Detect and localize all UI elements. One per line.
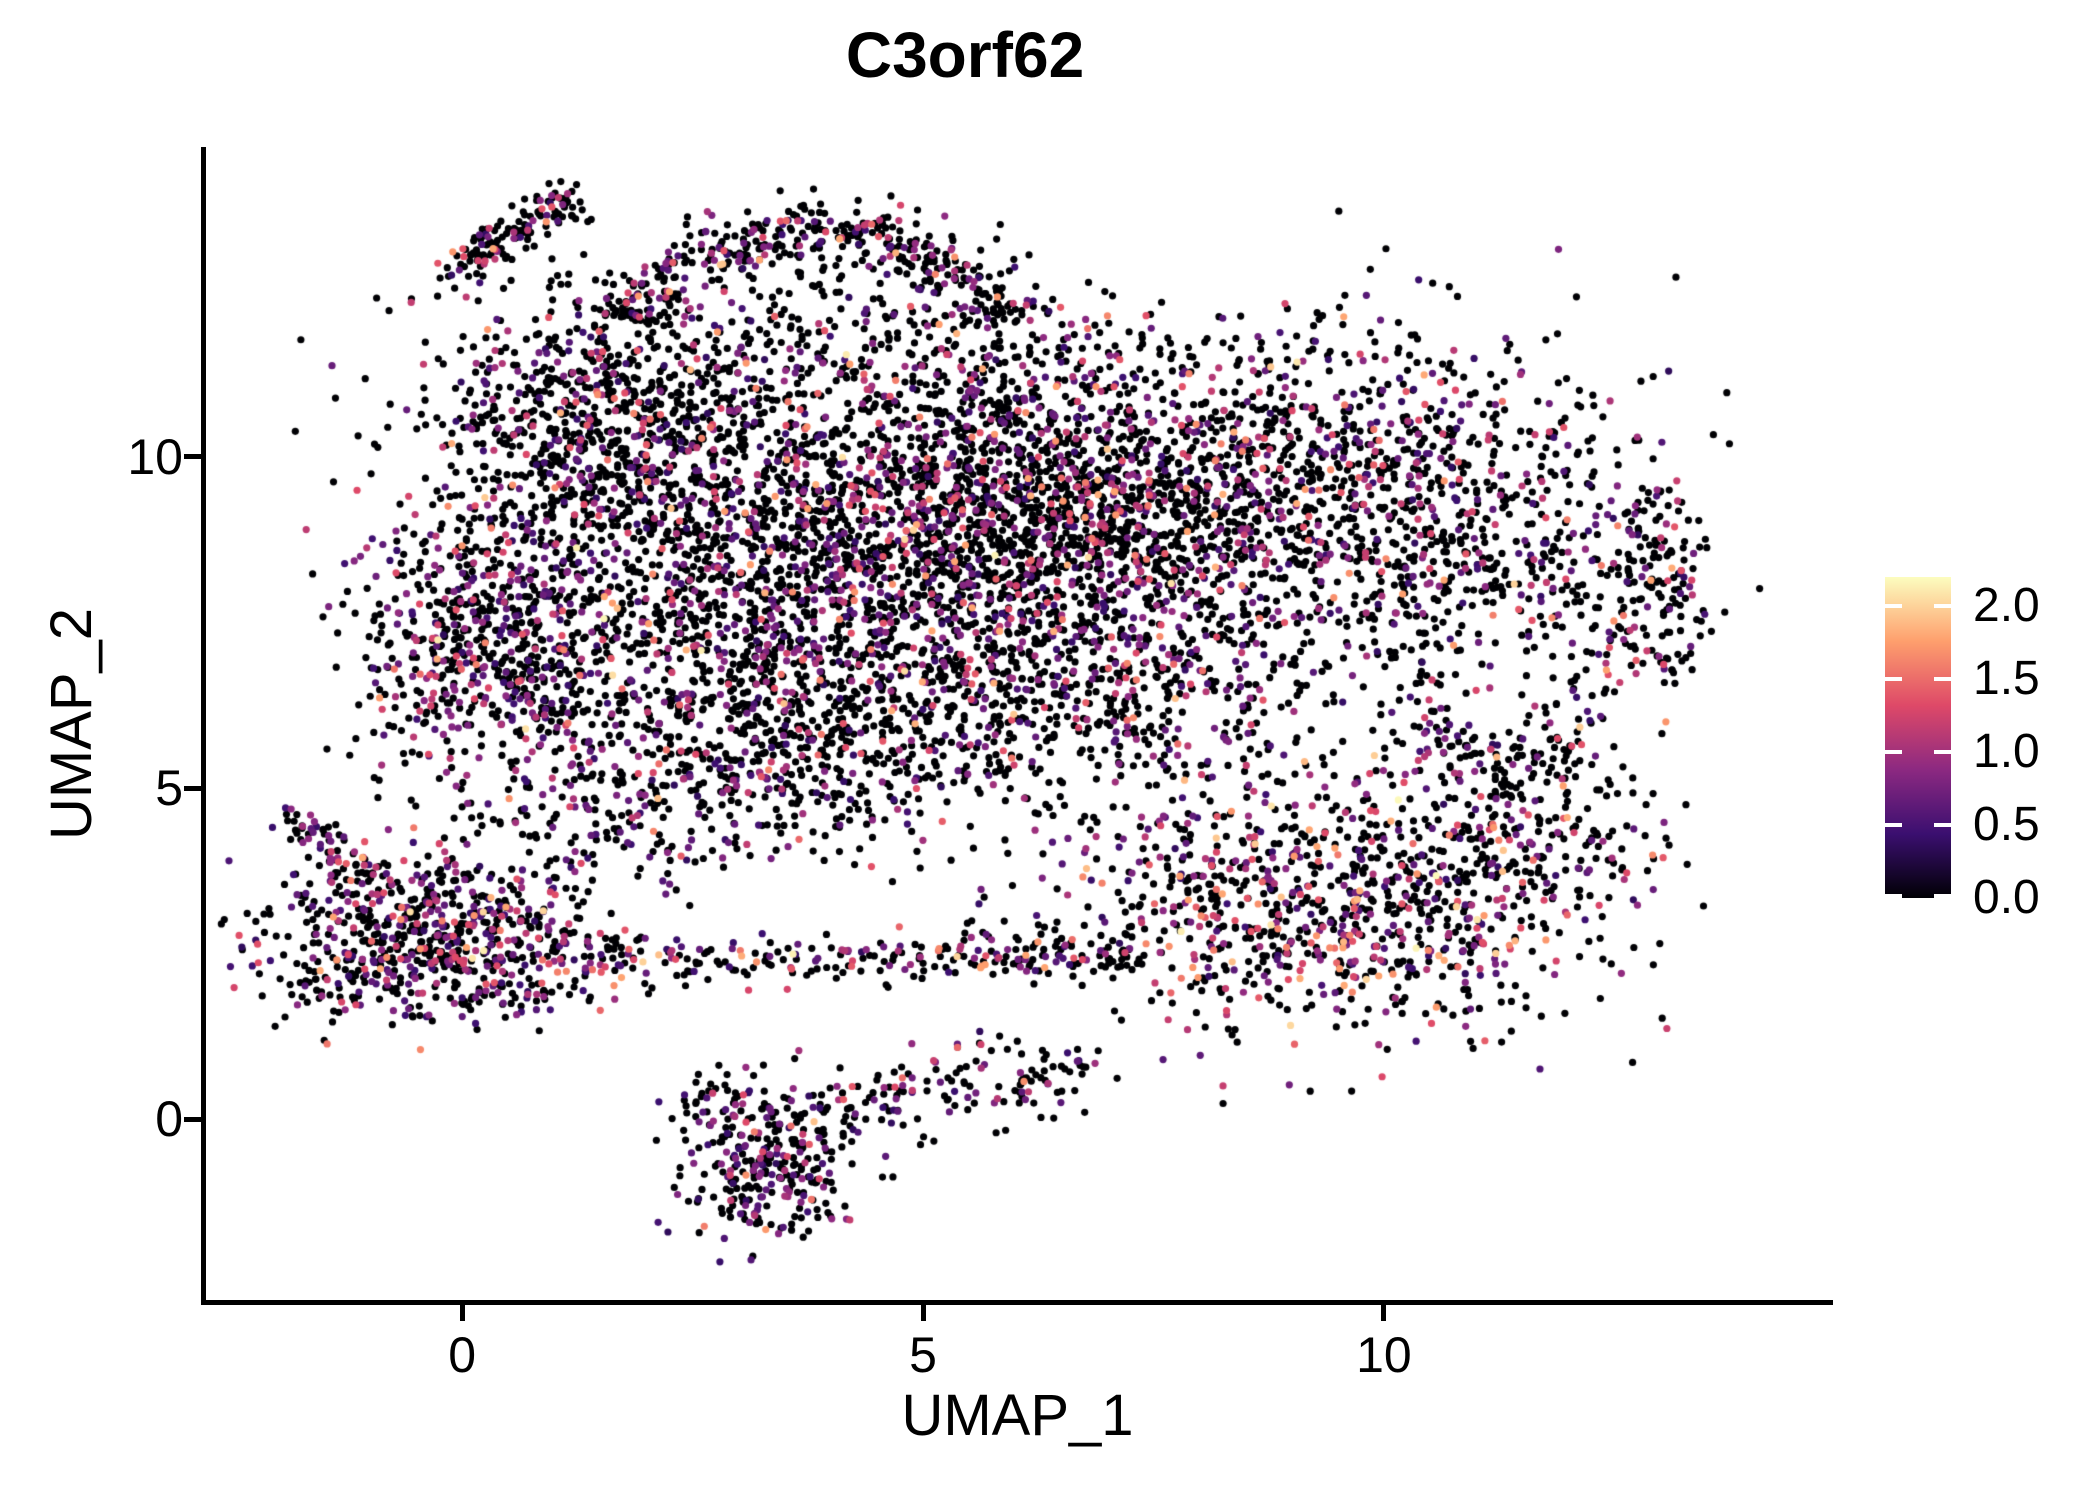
x-tick-label: 0 <box>448 1327 477 1383</box>
x-axis-line <box>201 1300 1833 1305</box>
x-tick-mark <box>459 1304 465 1321</box>
x-axis-title: UMAP_1 <box>901 1383 1134 1448</box>
colorbar-tick-label: 1.5 <box>1973 652 2040 706</box>
x-tick-label: 10 <box>1356 1327 1412 1383</box>
colorbar-tick-notch <box>1934 823 1951 828</box>
y-tick-mark <box>184 1116 201 1122</box>
y-tick-mark <box>184 454 201 460</box>
colorbar-gradient <box>1885 577 1951 898</box>
y-tick-label: 0 <box>155 1091 183 1148</box>
x-tick-label: 5 <box>909 1327 937 1383</box>
x-tick-mark <box>1381 1304 1387 1321</box>
colorbar-tick-label: 1.0 <box>1973 725 2040 779</box>
colorbar-tick-notch <box>1934 894 1951 898</box>
x-tick-mark <box>920 1304 926 1321</box>
y-axis-line <box>201 147 206 1305</box>
colorbar-tick-label: 0.0 <box>1973 871 2040 924</box>
colorbar-tick-notch <box>1934 604 1951 609</box>
colorbar-tick-notch <box>1885 894 1902 898</box>
y-tick-mark <box>184 785 201 791</box>
colorbar-tick-label: 2.0 <box>1973 579 2040 633</box>
colorbar-tick-notch <box>1885 677 1902 682</box>
colorbar-tick-label: 0.5 <box>1973 798 2040 852</box>
colorbar-tick-notch <box>1885 604 1902 609</box>
y-axis-title: UMAP_2 <box>39 607 104 841</box>
y-tick-label: 10 <box>127 428 183 485</box>
colorbar-tick-notch <box>1934 677 1951 682</box>
y-tick-label: 5 <box>155 760 183 817</box>
colorbar-tick-notch <box>1885 750 1902 755</box>
colorbar-tick-notch <box>1885 823 1902 828</box>
plot-title: C3orf62 <box>845 19 1085 91</box>
colorbar-tick-notch <box>1934 750 1951 755</box>
